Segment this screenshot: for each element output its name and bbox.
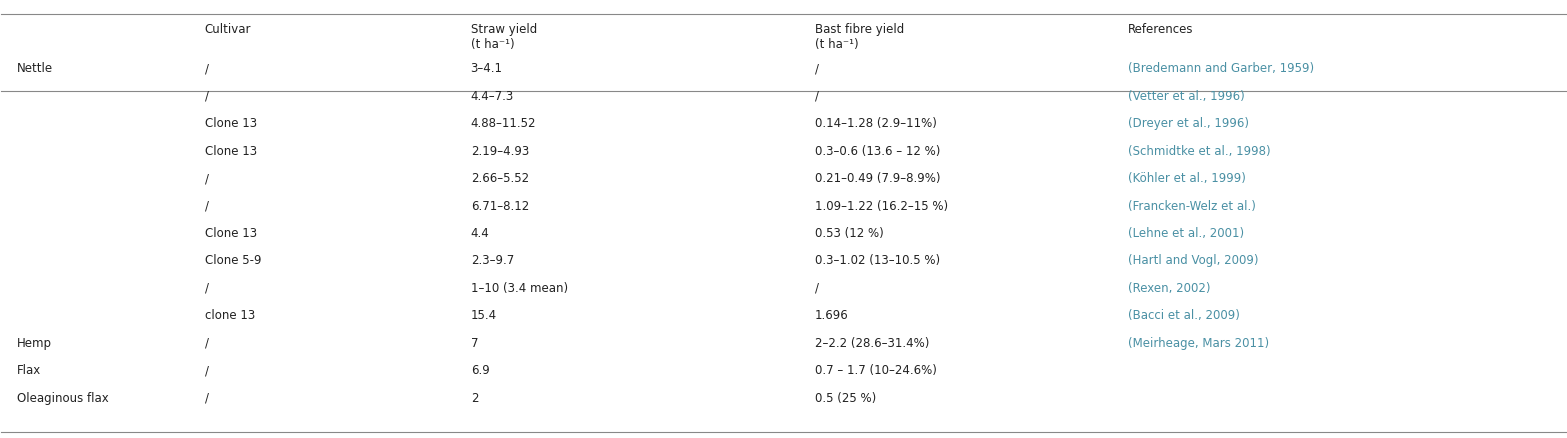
Text: /: / (205, 90, 208, 103)
Text: 0.53 (12 %): 0.53 (12 %) (815, 227, 884, 240)
Text: 0.14–1.28 (2.9–11%): 0.14–1.28 (2.9–11%) (815, 117, 937, 130)
Text: /: / (205, 392, 208, 405)
Text: (Schmidtke et al., 1998): (Schmidtke et al., 1998) (1128, 145, 1271, 158)
Text: (Rexen, 2002): (Rexen, 2002) (1128, 282, 1210, 295)
Text: Clone 13: Clone 13 (205, 117, 257, 130)
Text: 7: 7 (470, 337, 478, 350)
Text: /: / (205, 282, 208, 295)
Text: 1–10 (3.4 mean): 1–10 (3.4 mean) (470, 282, 567, 295)
Text: (Francken-Welz et al.): (Francken-Welz et al.) (1128, 200, 1255, 212)
Text: Flax: Flax (17, 364, 41, 377)
Text: Cultivar: Cultivar (205, 23, 251, 36)
Text: 0.21–0.49 (7.9–8.9%): 0.21–0.49 (7.9–8.9%) (815, 172, 940, 185)
Text: 0.5 (25 %): 0.5 (25 %) (815, 392, 876, 405)
Text: 0.3–1.02 (13–10.5 %): 0.3–1.02 (13–10.5 %) (815, 254, 940, 268)
Text: (Meirheage, Mars 2011): (Meirheage, Mars 2011) (1128, 337, 1269, 350)
Text: 2: 2 (470, 392, 478, 405)
Text: 3–4.1: 3–4.1 (470, 62, 503, 75)
Text: Straw yield
(t ha⁻¹): Straw yield (t ha⁻¹) (470, 23, 537, 51)
Text: /: / (815, 282, 820, 295)
Text: 4.4: 4.4 (470, 227, 489, 240)
Text: 2.66–5.52: 2.66–5.52 (470, 172, 528, 185)
Text: 2.19–4.93: 2.19–4.93 (470, 145, 530, 158)
Text: References: References (1128, 23, 1192, 36)
Text: 1.696: 1.696 (815, 309, 849, 322)
Text: (Dreyer et al., 1996): (Dreyer et al., 1996) (1128, 117, 1249, 130)
Text: 4.88–11.52: 4.88–11.52 (470, 117, 536, 130)
Text: /: / (815, 90, 820, 103)
Text: 1.09–1.22 (16.2–15 %): 1.09–1.22 (16.2–15 %) (815, 200, 948, 212)
Text: 15.4: 15.4 (470, 309, 497, 322)
Text: Oleaginous flax: Oleaginous flax (17, 392, 108, 405)
Text: 0.3–0.6 (13.6 – 12 %): 0.3–0.6 (13.6 – 12 %) (815, 145, 940, 158)
Text: (Bredemann and Garber, 1959): (Bredemann and Garber, 1959) (1128, 62, 1313, 75)
Text: 6.71–8.12: 6.71–8.12 (470, 200, 530, 212)
Text: /: / (205, 172, 208, 185)
Text: 2–2.2 (28.6–31.4%): 2–2.2 (28.6–31.4%) (815, 337, 929, 350)
Text: /: / (205, 364, 208, 377)
Text: (Hartl and Vogl, 2009): (Hartl and Vogl, 2009) (1128, 254, 1258, 268)
Text: Clone 13: Clone 13 (205, 227, 257, 240)
Text: Clone 13: Clone 13 (205, 145, 257, 158)
Text: (Köhler et al., 1999): (Köhler et al., 1999) (1128, 172, 1246, 185)
Text: Hemp: Hemp (17, 337, 52, 350)
Text: /: / (205, 200, 208, 212)
Text: (Lehne et al., 2001): (Lehne et al., 2001) (1128, 227, 1244, 240)
Text: 4.4–7.3: 4.4–7.3 (470, 90, 514, 103)
Text: 6.9: 6.9 (470, 364, 489, 377)
Text: Bast fibre yield
(t ha⁻¹): Bast fibre yield (t ha⁻¹) (815, 23, 904, 51)
Text: /: / (205, 62, 208, 75)
Text: (Bacci et al., 2009): (Bacci et al., 2009) (1128, 309, 1239, 322)
Text: /: / (815, 62, 820, 75)
Text: 0.7 – 1.7 (10–24.6%): 0.7 – 1.7 (10–24.6%) (815, 364, 937, 377)
Text: clone 13: clone 13 (205, 309, 255, 322)
Text: 2.3–9.7: 2.3–9.7 (470, 254, 514, 268)
Text: /: / (205, 337, 208, 350)
Text: Nettle: Nettle (17, 62, 53, 75)
Text: Clone 5-9: Clone 5-9 (205, 254, 262, 268)
Text: (Vetter et al., 1996): (Vetter et al., 1996) (1128, 90, 1244, 103)
